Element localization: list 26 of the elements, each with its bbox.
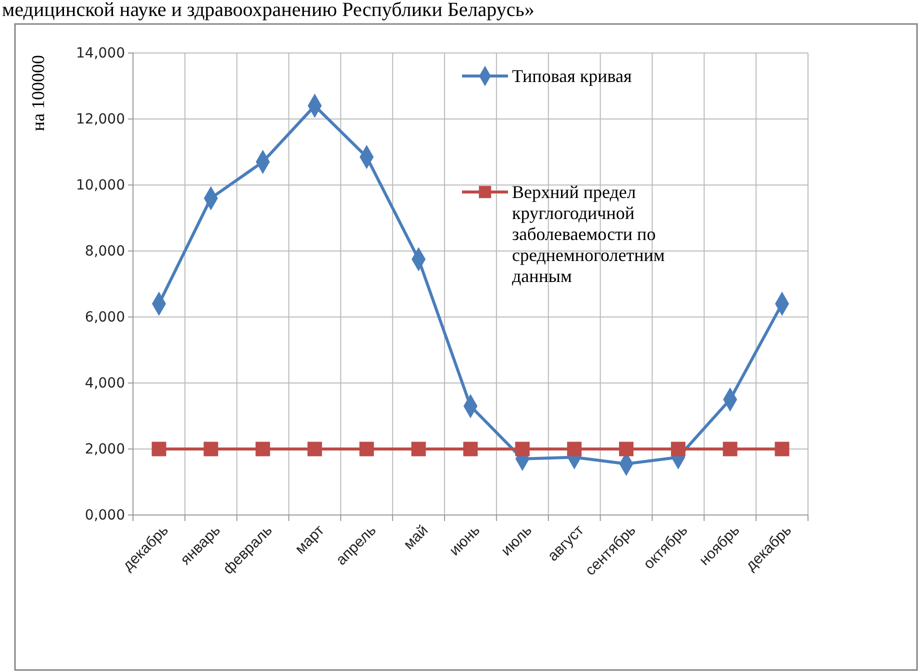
- point: [567, 442, 582, 456]
- y-tick-label: 8,000: [84, 243, 125, 260]
- point: [670, 442, 686, 456]
- point: [463, 442, 478, 456]
- point: [411, 442, 426, 456]
- point: [204, 442, 218, 456]
- y-axis-title: на 100000: [28, 54, 48, 132]
- point: [774, 442, 790, 456]
- y-tick-label: 6,000: [84, 309, 125, 326]
- y-tick-label: 10,000: [76, 177, 125, 194]
- y-tick-label: 2,000: [84, 441, 125, 458]
- point: [152, 442, 166, 456]
- point: [619, 442, 634, 456]
- point: [722, 442, 738, 456]
- y-tick-label: 12,000: [76, 111, 125, 128]
- y-tick-label: 4,000: [84, 375, 125, 392]
- text: медицинской науке и здравоохранению Республики Беларусь»: [2, 0, 534, 21]
- y-tick-label: 14,000: [76, 45, 125, 62]
- x-tick-label: май: [400, 522, 432, 554]
- point: [359, 442, 374, 456]
- point: [256, 442, 270, 456]
- point: [515, 442, 530, 456]
- y-tick-label: 0,000: [84, 507, 125, 524]
- point: [307, 442, 322, 456]
- legend-label: Типовая кривая: [512, 66, 632, 86]
- legend-label: Верхний предел круглогодичной заболеваемости по среднемноголетним данным: [512, 182, 665, 286]
